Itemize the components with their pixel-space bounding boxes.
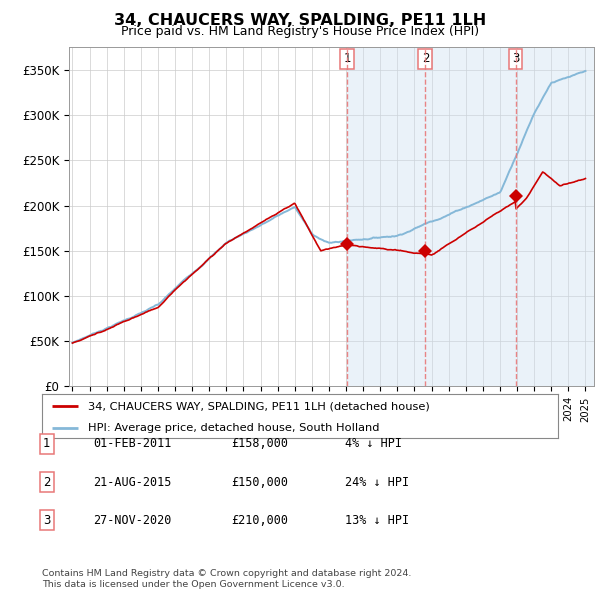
Text: 4% ↓ HPI: 4% ↓ HPI bbox=[345, 437, 402, 450]
Text: 27-NOV-2020: 27-NOV-2020 bbox=[93, 514, 172, 527]
Text: 01-FEB-2011: 01-FEB-2011 bbox=[93, 437, 172, 450]
Bar bbox=[425, 47, 515, 386]
Text: 1: 1 bbox=[43, 437, 50, 450]
Text: £150,000: £150,000 bbox=[231, 476, 288, 489]
Text: 21-AUG-2015: 21-AUG-2015 bbox=[93, 476, 172, 489]
Text: £210,000: £210,000 bbox=[231, 514, 288, 527]
Text: 34, CHAUCERS WAY, SPALDING, PE11 1LH: 34, CHAUCERS WAY, SPALDING, PE11 1LH bbox=[114, 13, 486, 28]
Text: Price paid vs. HM Land Registry's House Price Index (HPI): Price paid vs. HM Land Registry's House … bbox=[121, 25, 479, 38]
Text: £158,000: £158,000 bbox=[231, 437, 288, 450]
Text: 1: 1 bbox=[344, 53, 351, 65]
Text: 3: 3 bbox=[43, 514, 50, 527]
Text: 24% ↓ HPI: 24% ↓ HPI bbox=[345, 476, 409, 489]
Text: 13% ↓ HPI: 13% ↓ HPI bbox=[345, 514, 409, 527]
Text: 2: 2 bbox=[43, 476, 50, 489]
Bar bbox=[347, 47, 425, 386]
Text: Contains HM Land Registry data © Crown copyright and database right 2024.
This d: Contains HM Land Registry data © Crown c… bbox=[42, 569, 412, 589]
Text: 3: 3 bbox=[512, 53, 519, 65]
Text: HPI: Average price, detached house, South Holland: HPI: Average price, detached house, Sout… bbox=[88, 423, 380, 433]
Bar bbox=[515, 47, 594, 386]
Text: 2: 2 bbox=[422, 53, 429, 65]
Text: 34, CHAUCERS WAY, SPALDING, PE11 1LH (detached house): 34, CHAUCERS WAY, SPALDING, PE11 1LH (de… bbox=[88, 401, 430, 411]
